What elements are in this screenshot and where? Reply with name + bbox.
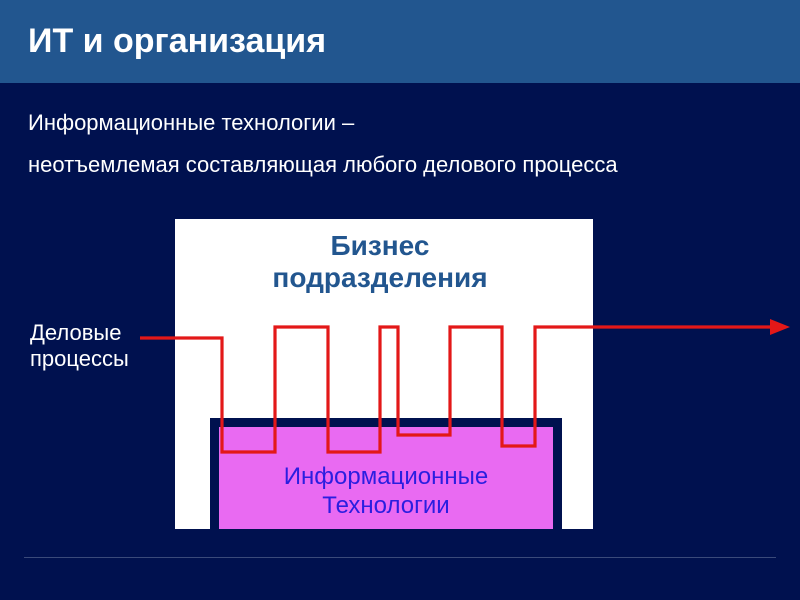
subtitle-line-2: неотъемлемая составляющая любого деловог… — [28, 150, 772, 180]
business-units-line-2: подразделения — [200, 262, 560, 294]
process-label-line-1: Деловые — [30, 320, 129, 346]
arrow-head-icon — [770, 319, 790, 335]
body-area: Информационные технологии – неотъемлемая… — [0, 108, 800, 191]
it-label-line-1: Информационные — [219, 463, 553, 492]
slide-title: ИТ и организация — [28, 22, 772, 61]
it-box: Информационные Технологии — [210, 418, 562, 529]
it-label: Информационные Технологии — [219, 463, 553, 521]
subtitle-line-1: Информационные технологии – — [28, 108, 772, 138]
it-label-line-2: Технологии — [219, 492, 553, 521]
process-label: Деловые процессы — [30, 320, 129, 373]
business-units-label: Бизнес подразделения — [200, 230, 560, 294]
footer-rule — [24, 557, 776, 558]
slide: ИТ и организация Информационные технолог… — [0, 0, 800, 600]
business-units-line-1: Бизнес — [200, 230, 560, 262]
subtitle: Информационные технологии – неотъемлемая… — [0, 108, 800, 179]
process-label-line-2: процессы — [30, 346, 129, 372]
title-bar: ИТ и организация — [0, 0, 800, 83]
